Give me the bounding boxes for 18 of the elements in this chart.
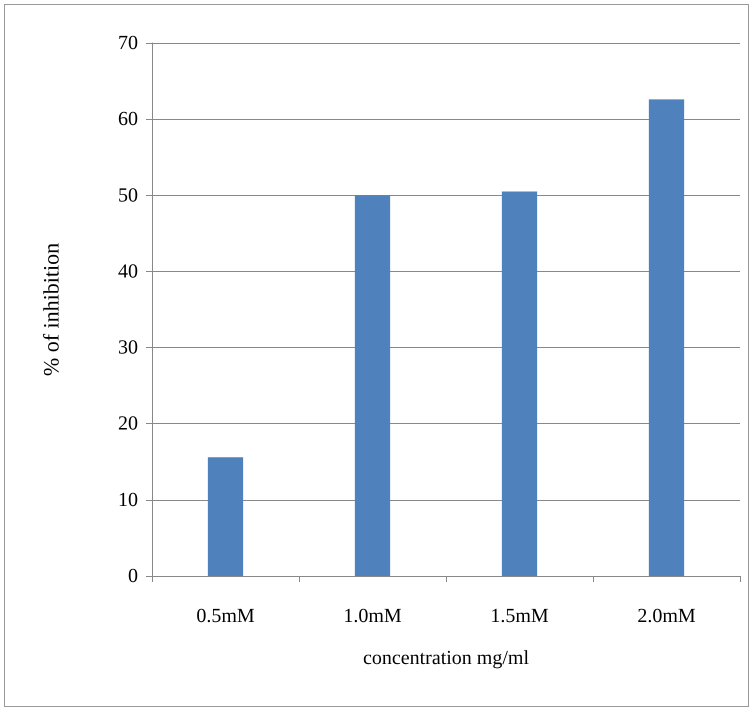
x-tick-label: 2.0mM (637, 605, 696, 627)
x-tick-label: 1.5mM (490, 605, 549, 627)
y-tick-label: 10 (118, 488, 138, 511)
y-tick-label: 30 (118, 336, 138, 359)
y-tick-label: 0 (128, 565, 138, 587)
x-tick-label: 0.5mM (196, 605, 255, 627)
y-tick-label: 20 (118, 412, 138, 435)
bar (648, 99, 684, 576)
bar (502, 191, 538, 576)
x-tick-label: 1.0mM (343, 605, 402, 627)
y-tick-label: 60 (118, 108, 138, 130)
bar (208, 457, 244, 576)
x-axis-title: concentration mg/ml (362, 647, 530, 669)
y-axis-title: % of inhibition (38, 242, 64, 376)
y-tick-label: 50 (118, 184, 138, 206)
y-tick-label: 40 (118, 260, 138, 282)
y-tick-label: 70 (118, 32, 138, 54)
bar (354, 195, 390, 576)
